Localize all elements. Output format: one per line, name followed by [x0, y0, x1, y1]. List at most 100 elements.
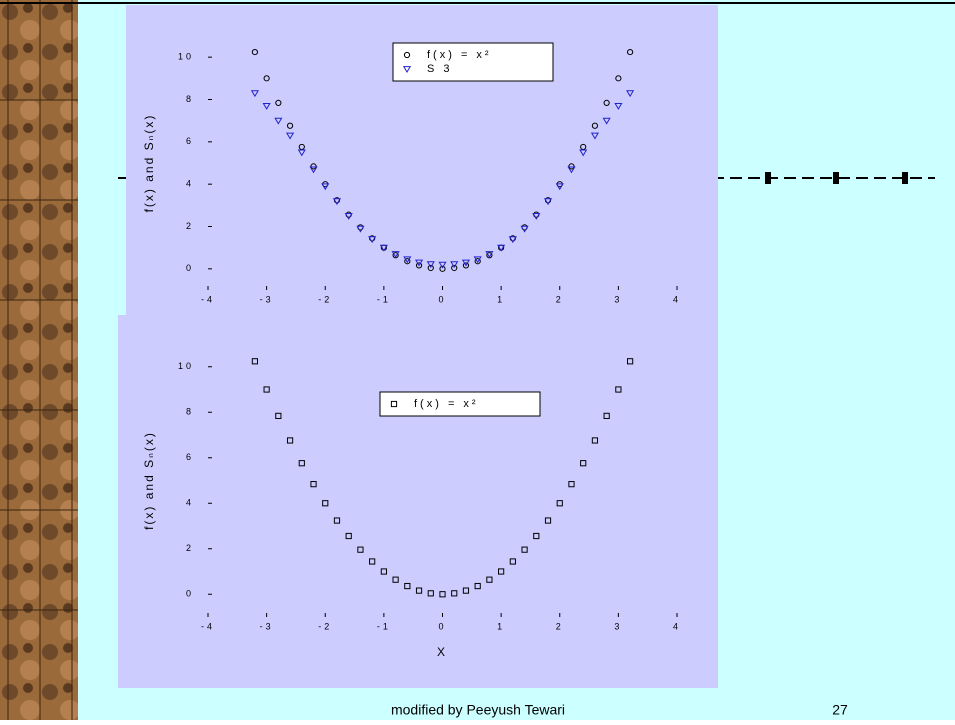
x-tick-label: 3 — [614, 621, 622, 631]
point — [543, 198, 553, 206]
legend-marker — [390, 400, 398, 408]
legend-label: S 3 — [427, 63, 453, 75]
y-tick-label: 6 — [186, 452, 194, 462]
point — [427, 264, 434, 272]
strip-grid — [0, 0, 78, 720]
point — [627, 48, 634, 56]
point — [544, 517, 552, 524]
legend-label: f(x) = x² — [427, 49, 492, 61]
point — [356, 225, 365, 233]
point — [591, 122, 599, 129]
point — [263, 75, 270, 82]
point — [627, 358, 634, 365]
point — [450, 261, 459, 269]
point — [532, 213, 541, 220]
point — [614, 102, 623, 110]
point — [580, 460, 587, 467]
point — [391, 251, 400, 258]
point — [497, 244, 506, 252]
point — [509, 558, 516, 565]
point — [345, 532, 352, 540]
point — [285, 132, 295, 140]
x-tick-label: -4 — [201, 621, 215, 631]
point — [333, 517, 341, 524]
y-tick-label: 8 — [186, 407, 194, 417]
point — [474, 582, 481, 590]
point — [473, 256, 482, 264]
point — [250, 90, 259, 98]
x-tick-label: -2 — [318, 621, 332, 631]
point — [626, 90, 635, 98]
point — [520, 225, 529, 233]
point — [462, 587, 470, 594]
x-tick-label: -1 — [377, 621, 391, 631]
point — [508, 236, 517, 244]
point — [603, 99, 610, 106]
point — [368, 236, 377, 244]
point — [451, 590, 458, 597]
point — [485, 251, 494, 258]
y-tick-label: 6 — [186, 136, 194, 146]
point — [404, 258, 411, 265]
point — [344, 213, 353, 220]
point — [310, 163, 317, 170]
point — [579, 149, 588, 157]
point — [274, 117, 283, 125]
x-tick-label: -1 — [377, 294, 391, 304]
point — [403, 256, 412, 264]
point — [568, 481, 575, 488]
point — [297, 149, 306, 157]
point — [309, 166, 318, 174]
point — [392, 576, 399, 583]
y-tick-label: 0 — [186, 263, 194, 273]
x-tick-label: -3 — [260, 621, 274, 631]
point — [556, 500, 563, 507]
point — [251, 48, 258, 56]
point — [462, 262, 470, 269]
x-axis-label: X — [437, 645, 448, 659]
point — [379, 244, 388, 252]
point — [275, 99, 282, 106]
y-axis-label: f(x) and Sₙ(x) — [142, 431, 156, 530]
y-tick-label: 2 — [186, 221, 194, 231]
point — [567, 166, 576, 174]
point — [498, 568, 505, 575]
point — [415, 262, 423, 269]
point — [332, 198, 342, 206]
point — [615, 75, 622, 82]
point — [251, 358, 259, 365]
point — [404, 582, 411, 590]
point — [321, 183, 330, 191]
point — [590, 132, 600, 140]
point — [286, 437, 294, 444]
point — [263, 386, 270, 393]
point — [380, 568, 387, 575]
point — [533, 532, 540, 540]
point — [439, 591, 446, 598]
point — [427, 590, 434, 597]
point — [262, 102, 271, 110]
y-tick-label: 4 — [186, 179, 194, 189]
point — [298, 143, 305, 151]
point — [414, 259, 424, 267]
x-tick-label: 1 — [497, 621, 505, 631]
point — [555, 183, 564, 191]
point — [615, 386, 622, 393]
y-tick-label: 2 — [186, 543, 194, 553]
x-tick-label: -2 — [318, 294, 332, 304]
point — [486, 576, 493, 583]
legend-box — [392, 42, 554, 82]
legend-label: f(x) = x² — [414, 398, 479, 410]
point — [461, 259, 471, 267]
point — [322, 500, 329, 507]
x-tick-label: 1 — [497, 294, 505, 304]
y-tick-label: 0 — [186, 589, 194, 599]
point — [275, 412, 282, 419]
x-tick-label: -3 — [260, 294, 274, 304]
footer: modified by Peeyush Tewari — [391, 702, 565, 718]
y-tick-label: 4 — [186, 498, 194, 508]
x-tick-label: 4 — [673, 294, 681, 304]
point — [357, 546, 364, 553]
point — [426, 261, 435, 269]
